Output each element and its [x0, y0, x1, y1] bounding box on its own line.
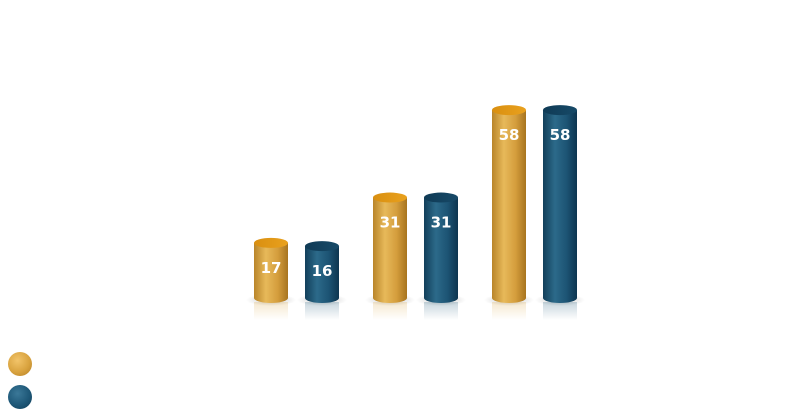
bar-top-cap	[424, 192, 458, 203]
bar-group-2-series-2: 31	[416, 192, 466, 320]
bar-value-label: 31	[380, 214, 401, 232]
bar	[254, 242, 288, 303]
bar	[373, 197, 407, 303]
bar-top-cap	[305, 241, 339, 252]
bar-value-label: 17	[261, 259, 282, 277]
legend-item-series-2	[8, 385, 32, 409]
bar	[305, 246, 339, 303]
legend-swatch-series-1	[8, 352, 32, 376]
bar-value-label: 16	[312, 262, 333, 280]
bar-value-label: 58	[499, 126, 520, 144]
bar-top-cap	[373, 192, 407, 203]
bar-top-cap	[254, 237, 288, 248]
bar-top-cap	[492, 105, 526, 116]
bar-reflection	[373, 302, 407, 320]
bar-reflection	[492, 302, 526, 320]
legend	[8, 352, 32, 418]
bar-group-3-series-2: 58	[535, 105, 585, 320]
bar-top-cap	[543, 105, 577, 116]
bar-value-label: 31	[431, 214, 452, 232]
legend-swatch-series-2	[8, 385, 32, 409]
bar	[543, 110, 577, 303]
bar-group-3-series-1: 58	[484, 105, 534, 320]
bar	[492, 110, 526, 303]
bar-group-2-series-1: 31	[365, 192, 415, 320]
bar-reflection	[305, 302, 339, 320]
bar	[424, 197, 458, 303]
legend-item-series-1	[8, 352, 32, 376]
bar-group-1-series-2: 16	[297, 241, 347, 320]
bar-value-label: 58	[550, 126, 571, 144]
bar-reflection	[424, 302, 458, 320]
bars-layer: 17 16 31 31 58 58	[246, 105, 585, 320]
bar-group-1-series-1: 17	[246, 237, 296, 320]
bar-reflection	[254, 302, 288, 320]
bar-reflection	[543, 302, 577, 320]
